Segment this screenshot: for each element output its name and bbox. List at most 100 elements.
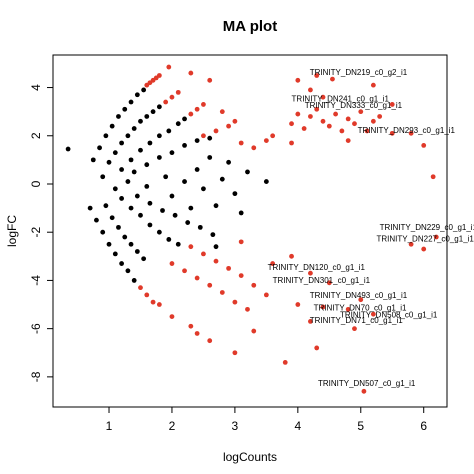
point (358, 109, 364, 115)
point (188, 111, 194, 117)
point (238, 239, 244, 245)
point (150, 109, 156, 115)
point (138, 147, 143, 153)
point (169, 94, 175, 100)
point (119, 167, 125, 172)
point (389, 102, 395, 107)
point (408, 130, 414, 136)
plot-frame (52, 54, 448, 408)
point (232, 299, 238, 305)
point (128, 157, 134, 163)
point (160, 208, 165, 213)
point (301, 126, 307, 131)
point (65, 146, 71, 152)
point (163, 99, 169, 105)
point (109, 215, 115, 221)
point (263, 179, 269, 184)
point (156, 133, 162, 139)
point (144, 162, 150, 168)
point (245, 169, 250, 175)
point (358, 297, 364, 303)
point (232, 350, 238, 356)
point (169, 193, 175, 199)
x-axis-label: logCounts (223, 450, 277, 464)
point (330, 76, 335, 82)
point (339, 128, 345, 134)
point (122, 106, 128, 112)
point (219, 176, 225, 182)
annotation: TRINITY_DN241_c0_g1_i1 (292, 95, 390, 104)
point (150, 299, 156, 305)
point (210, 232, 216, 238)
point (282, 359, 288, 365)
point (207, 155, 213, 160)
point (100, 229, 106, 235)
y-tick-label: 4 (29, 84, 43, 91)
point (182, 179, 187, 184)
point (364, 128, 370, 134)
annotation: TRINITY_DN301_c0_g1_i1 (273, 276, 371, 285)
point (308, 319, 313, 324)
point (128, 241, 134, 247)
point (138, 285, 143, 291)
point (169, 314, 175, 319)
point (270, 133, 276, 139)
point (345, 138, 351, 143)
point (213, 244, 219, 250)
point (314, 73, 320, 78)
point (128, 205, 134, 211)
point (370, 82, 376, 88)
y-tick-label: 2 (29, 132, 43, 139)
point (361, 388, 367, 394)
point (169, 261, 175, 266)
point (87, 205, 93, 211)
point (251, 282, 257, 288)
point (263, 138, 269, 143)
x-tick-label: 3 (232, 419, 239, 433)
point (197, 224, 203, 230)
point (201, 133, 206, 139)
point (270, 261, 276, 266)
x-tick-label: 4 (294, 419, 301, 433)
point (295, 111, 301, 117)
point (141, 87, 147, 93)
annotation: TRINITY_DN70_c0_g1_i1 (314, 303, 407, 312)
point (125, 179, 131, 184)
point (308, 270, 313, 276)
point (90, 157, 96, 163)
point (320, 304, 326, 310)
annotation: TRINITY_DN508_c0_g1_i1 (340, 310, 438, 319)
point (156, 229, 162, 235)
annotation: TRINITY_DN493_c0_g1_i1 (310, 291, 408, 300)
point (125, 133, 131, 139)
point (156, 104, 162, 110)
point (213, 128, 219, 134)
point (134, 249, 140, 254)
point (144, 114, 150, 119)
point (295, 77, 301, 83)
point (352, 326, 357, 332)
point (232, 191, 238, 197)
point (370, 311, 376, 317)
point (207, 135, 213, 141)
point (219, 109, 225, 115)
point (166, 128, 172, 134)
point (207, 77, 213, 83)
point (263, 292, 269, 298)
point (131, 278, 137, 283)
point (147, 140, 153, 146)
point (352, 121, 357, 127)
point (238, 273, 244, 279)
point (188, 323, 194, 329)
point (326, 280, 332, 286)
y-tick-label: -6 (29, 323, 43, 334)
point (138, 212, 143, 218)
point (430, 174, 436, 180)
point (112, 251, 118, 257)
point (421, 143, 427, 148)
point (141, 256, 147, 262)
point (97, 145, 102, 151)
point (119, 140, 125, 146)
point (289, 140, 294, 146)
